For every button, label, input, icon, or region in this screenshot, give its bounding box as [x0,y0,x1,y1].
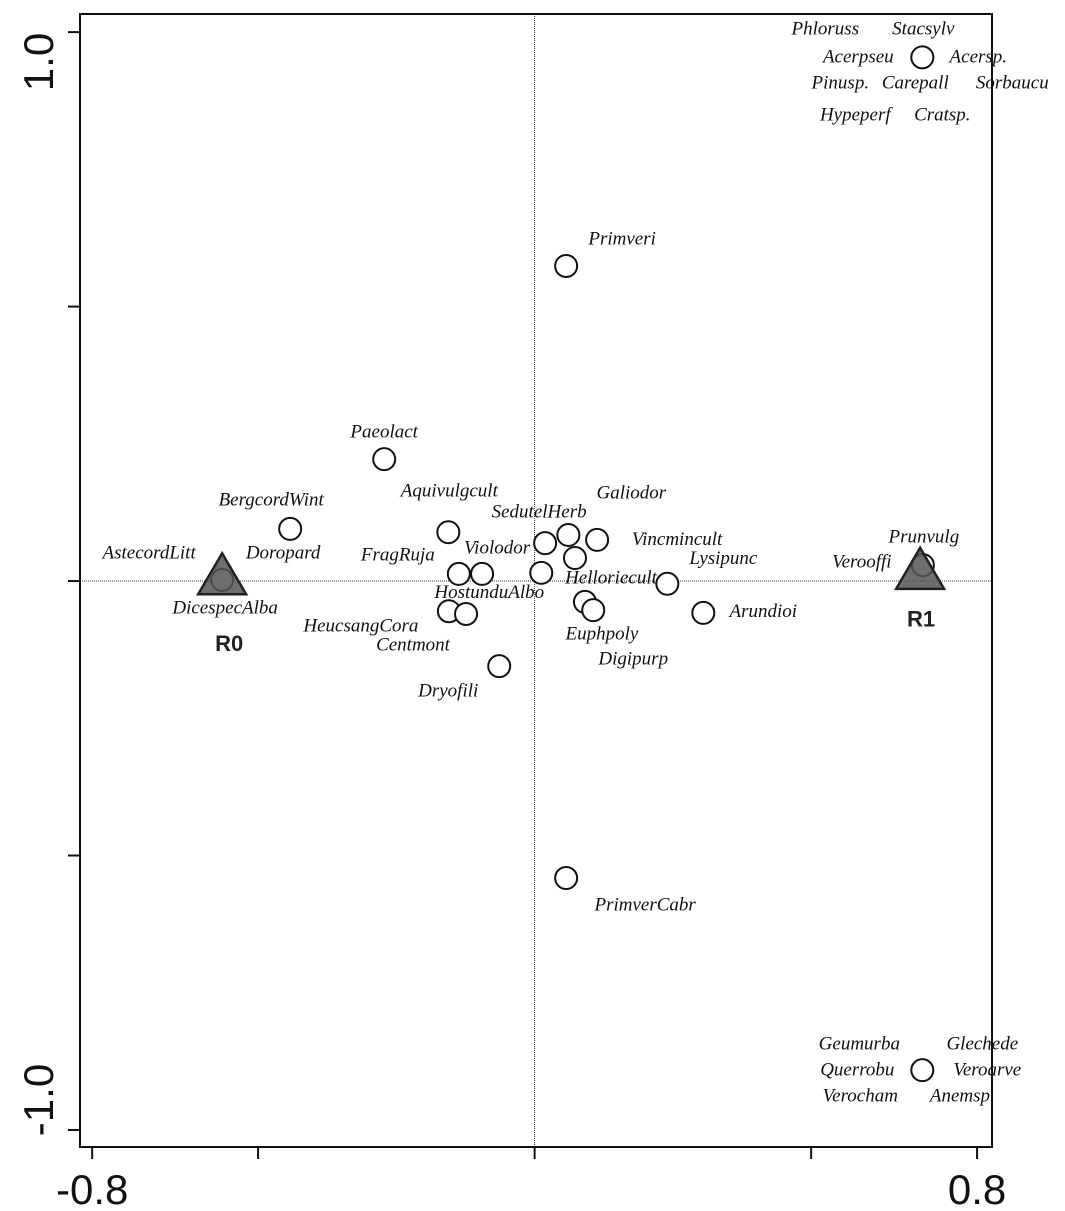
point-label: Galiodor [597,482,667,503]
point-label: Acerpseu [821,47,894,68]
point-label: Paeolact [349,422,418,443]
point-label: Centmont [376,634,451,655]
centroid [195,550,249,596]
point [533,531,558,556]
point-label: SedutelHerb [492,502,587,523]
y-tick-label: 1.0 [15,33,62,91]
point-label: Doropard [245,542,321,563]
point [470,561,495,586]
point [529,560,554,585]
centroid-label: R0 [215,631,243,656]
point-label: Anemsp. [928,1086,995,1107]
x-tick-label: 0.8 [948,1166,1006,1211]
point-label: Glechede [946,1034,1018,1055]
point-label: Stacsylv [892,19,955,40]
point-label: Hypeperf [819,105,893,126]
point-label: Dryofili [417,680,478,701]
point-label: FragRuja [360,544,435,565]
point [691,600,716,625]
centroid [893,545,947,591]
point-label: Arundioi [728,601,798,622]
point [554,253,579,278]
point-label: Aquivulgcult [399,481,499,502]
x-tick-label: -0.8 [56,1166,128,1211]
point-label: HostunduAlbo [433,582,544,603]
point-label: Querrobu [820,1060,894,1081]
point [487,654,512,679]
point-label: Euphpoly [565,623,639,644]
y-tick-label: -1.0 [15,1064,62,1136]
point [436,520,461,545]
point-label: Helloriecult [564,567,658,588]
point-label: HeucsangCora [302,616,418,637]
point-label: Prunvulg [888,526,960,547]
point-label: Sorbaucu [976,73,1049,94]
point-label: Verooffi [832,551,891,572]
point-label: Carepall [882,73,949,94]
point [556,522,581,547]
point-label: PrimverCabr [593,894,696,915]
point-label: Vincmincult [632,529,723,550]
point [372,447,397,472]
point [655,571,680,596]
point-label: Violodor [464,537,531,558]
point [585,527,610,552]
point-label: Digipurp [597,649,668,670]
point [454,601,479,626]
point-label: Verocham [823,1086,898,1107]
point-label: Primveri [587,228,656,249]
point-label: DicespecAlba [171,597,278,618]
centroid-label: R1 [907,607,935,632]
point-label: Phloruss [791,19,860,40]
point-label: Cratsp. [914,105,971,126]
point [910,1058,935,1083]
point-label: BergcordWint [219,489,325,510]
point-label: Veroarve [953,1060,1021,1081]
point [581,598,606,623]
point [910,45,935,70]
point-label: Acersp. [948,47,1008,68]
point-label: Geumurba [819,1034,900,1055]
point [446,561,471,586]
point-label: Lysipunc [688,548,758,569]
point-label: Pinusp. [811,73,870,94]
point [562,545,587,570]
point-label: AstecordLitt [101,542,197,563]
point [278,516,303,541]
point [554,866,579,891]
